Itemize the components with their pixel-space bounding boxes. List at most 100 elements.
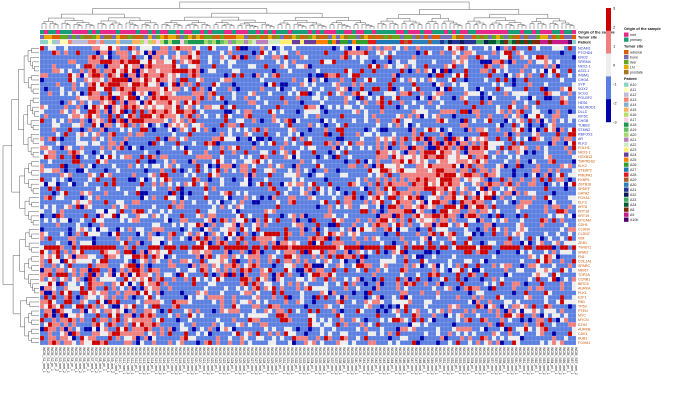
heatmap-cell — [164, 100, 169, 105]
origin-cell — [512, 30, 517, 35]
heatmap-cell — [432, 231, 437, 237]
heatmap-cell — [88, 335, 93, 341]
heatmap-cell — [80, 118, 85, 124]
heatmap-cell — [184, 55, 189, 60]
heatmap-cell — [564, 222, 569, 228]
heatmap-cell — [244, 218, 249, 223]
heatmap-cell — [416, 163, 421, 169]
heatmap-cell — [392, 190, 397, 196]
column-dendrogram-branch — [41, 23, 47, 29]
heatmap-cell — [192, 118, 197, 124]
heatmap-cell — [164, 177, 169, 182]
heatmap-cell — [324, 168, 329, 173]
heatmap-cell — [260, 159, 265, 164]
patient-cell — [528, 40, 533, 45]
heatmap-cell — [96, 118, 101, 124]
heatmap-cell — [260, 86, 265, 92]
heatmap-cell — [140, 254, 145, 259]
heatmap-cell — [228, 222, 233, 228]
heatmap-cell — [364, 281, 369, 287]
heatmap-cell — [152, 77, 157, 83]
heatmap-cell — [344, 331, 349, 336]
heatmap-cell — [252, 317, 257, 323]
heatmap-cell — [292, 213, 297, 219]
heatmap-cell — [84, 231, 89, 237]
heatmap-cell — [544, 64, 549, 69]
heatmap-cell — [236, 136, 241, 142]
heatmap-cell — [264, 231, 269, 237]
heatmap-cell — [88, 64, 93, 69]
heatmap-cell — [504, 86, 509, 92]
heatmap-cell — [108, 299, 113, 305]
heatmap-cell — [324, 295, 329, 300]
heatmap-cell — [516, 50, 521, 56]
heatmap-cell — [252, 236, 257, 241]
heatmap-cell — [220, 227, 225, 232]
heatmap-cell — [144, 127, 149, 133]
heatmap-cell — [520, 231, 525, 237]
heatmap-cell — [256, 286, 261, 291]
heatmap-cell — [392, 186, 397, 192]
heatmap-cell — [40, 267, 45, 273]
heatmap-cell — [404, 150, 409, 155]
heatmap-cell — [520, 204, 525, 210]
heatmap-cell — [308, 73, 313, 78]
heatmap-cell — [432, 136, 437, 142]
heatmap-cell — [204, 231, 209, 237]
heatmap-cell — [188, 295, 193, 300]
origin-cell — [532, 30, 537, 35]
heatmap-cell — [224, 118, 229, 124]
heatmap-cell — [468, 172, 473, 178]
heatmap-cell — [552, 46, 557, 51]
heatmap-cell — [92, 150, 97, 155]
heatmap-cell — [276, 240, 281, 246]
heatmap-cell — [308, 326, 313, 332]
origin-cell — [424, 30, 429, 35]
heatmap-cell — [436, 177, 441, 182]
heatmap-cell — [152, 227, 157, 232]
heatmap-cell — [108, 132, 113, 137]
heatmap-cell — [220, 55, 225, 60]
heatmap-cell — [144, 177, 149, 182]
heatmap-cell — [228, 50, 233, 56]
heatmap-cell — [376, 195, 381, 201]
origin-cell — [240, 30, 245, 35]
heatmap-cell — [148, 249, 153, 255]
heatmap-cell — [96, 281, 101, 287]
heatmap-cell — [460, 267, 465, 273]
heatmap-cell — [132, 254, 137, 259]
heatmap-cell — [420, 209, 425, 214]
patient-cell — [412, 40, 417, 45]
heatmap-cell — [268, 82, 273, 87]
heatmap-cell — [84, 154, 89, 160]
heatmap-cell — [268, 186, 273, 192]
heatmap-cell — [404, 190, 409, 196]
heatmap-cell — [256, 263, 261, 269]
heatmap-cell — [364, 236, 369, 241]
site-cell — [328, 35, 333, 40]
heatmap-cell — [532, 150, 537, 155]
origin-cell — [176, 30, 181, 35]
heatmap-cell — [436, 181, 441, 187]
heatmap-cell — [444, 245, 449, 250]
row-dendrogram-branch — [30, 279, 39, 288]
heatmap-cell — [356, 109, 361, 114]
heatmap-cell — [148, 335, 153, 341]
heatmap-cell — [128, 313, 133, 318]
heatmap-cell — [116, 73, 121, 78]
heatmap-cell — [68, 286, 73, 291]
heatmap-cell — [40, 236, 45, 241]
heatmap-cell — [496, 150, 501, 155]
heatmap-cell — [408, 190, 413, 196]
heatmap-cell — [240, 267, 245, 273]
heatmap-cell — [324, 200, 329, 205]
heatmap-cell — [116, 272, 121, 278]
heatmap-cell — [212, 82, 217, 87]
heatmap-cell — [360, 209, 365, 214]
heatmap-cell — [88, 245, 93, 250]
heatmap-cell — [144, 64, 149, 69]
heatmap-cell — [444, 118, 449, 124]
heatmap-cell — [220, 240, 225, 246]
site-cell — [352, 35, 357, 40]
heatmap-cell — [304, 249, 309, 255]
